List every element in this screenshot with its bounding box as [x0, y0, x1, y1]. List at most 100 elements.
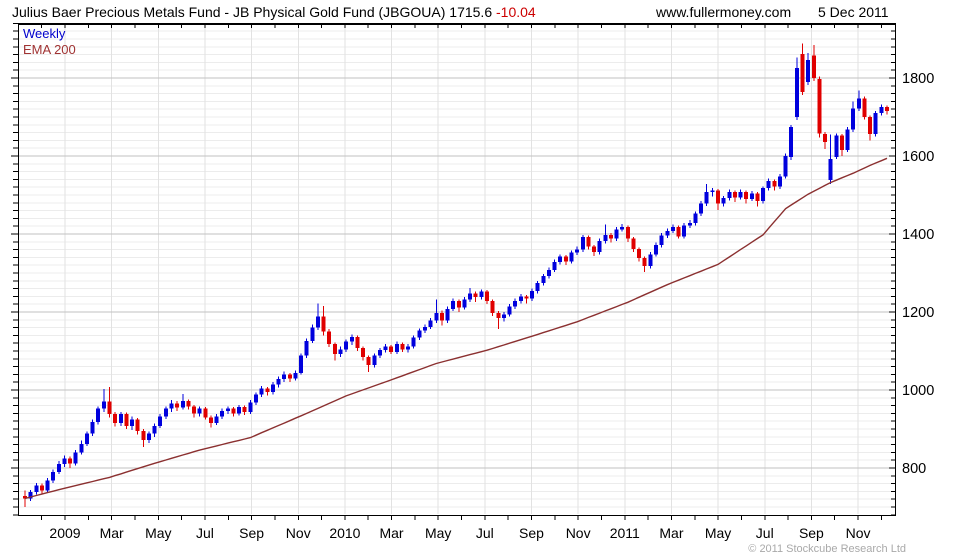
x-axis-tick-label: Nov [846, 525, 871, 541]
y-axis-tick-label: 1200 [902, 305, 934, 321]
candle [265, 386, 270, 396]
candle [197, 406, 202, 417]
candle [625, 225, 630, 242]
candle [744, 190, 749, 204]
candle [231, 407, 236, 417]
candle [366, 355, 371, 373]
candle [823, 131, 828, 149]
candle [806, 53, 811, 86]
candle [569, 250, 574, 264]
candle [839, 134, 844, 156]
candle [704, 184, 709, 206]
candle [169, 400, 174, 412]
candle [524, 294, 529, 304]
website-link[interactable]: www.fullermoney.com [656, 4, 792, 20]
candle [400, 342, 405, 352]
candle [783, 153, 788, 179]
candle [428, 318, 433, 330]
candle [670, 224, 675, 234]
candle [332, 342, 337, 361]
candle [693, 211, 698, 226]
candle [135, 418, 140, 435]
candle [411, 335, 416, 349]
candle [552, 259, 557, 273]
candle [23, 490, 27, 507]
candle [394, 341, 399, 355]
candle [152, 423, 157, 437]
candle [766, 178, 771, 191]
x-axis-tick-label: Mar [100, 525, 124, 541]
candle [608, 233, 613, 243]
x-axis-tick-label: Jul [476, 525, 494, 541]
candle [484, 290, 489, 305]
candle [715, 188, 720, 210]
candle [34, 482, 39, 495]
candle [828, 134, 833, 185]
y-axis-tick-label: 1800 [902, 71, 934, 87]
candle [338, 346, 343, 358]
candle [732, 190, 737, 203]
candle [541, 273, 546, 286]
candle [39, 483, 44, 494]
candle [90, 419, 95, 437]
candle [676, 225, 681, 239]
candle [862, 96, 867, 120]
candle [62, 455, 67, 468]
candle [377, 347, 382, 359]
candle [45, 478, 50, 493]
candle [490, 299, 495, 316]
candle [225, 406, 230, 415]
candle [558, 254, 563, 265]
candle [321, 306, 326, 336]
candle [518, 294, 523, 304]
candle [270, 382, 275, 395]
candle [175, 400, 180, 412]
candle [327, 329, 332, 348]
candle [682, 223, 687, 239]
candle [220, 408, 225, 419]
candle [237, 404, 242, 416]
candle [462, 297, 467, 310]
candle [310, 324, 315, 344]
x-axis-tick-label: Jul [756, 525, 774, 541]
x-axis-tick-label: 2010 [329, 525, 360, 541]
candle [146, 431, 151, 444]
candle [406, 343, 411, 353]
candle [761, 186, 766, 204]
candle [856, 90, 861, 111]
ema-line [24, 157, 888, 500]
candle [879, 104, 884, 116]
candle [721, 195, 726, 207]
x-axis-tick-label: Sep [239, 525, 264, 541]
chart-title: Julius Baer Precious Metals Fund - JB Ph… [12, 4, 536, 20]
y-axis-tick-label: 800 [902, 461, 926, 477]
candle [73, 450, 78, 466]
grid-layer [19, 24, 894, 514]
x-axis-tick-label: Sep [519, 525, 544, 541]
candle [586, 235, 591, 250]
candle [141, 429, 146, 447]
candle [417, 328, 422, 341]
candle [603, 224, 608, 244]
chart-frame [11, 22, 896, 520]
candle [208, 415, 213, 428]
candle [344, 339, 349, 352]
candle [293, 370, 298, 381]
candle [248, 400, 253, 415]
candle [299, 353, 304, 375]
x-axis-labels: 2009 Mar May Jul Sep Nov 2010 Mar May Jul Sep Nov 20… [49, 525, 870, 541]
candle [749, 191, 754, 202]
candle [873, 110, 878, 137]
candle [546, 267, 551, 279]
candle [101, 389, 106, 412]
y-axis-tick-label: 1000 [902, 383, 934, 399]
timeframe-label: Weekly [23, 26, 66, 41]
candle [389, 344, 394, 355]
candle [287, 372, 292, 383]
candle [851, 101, 856, 132]
candle [710, 187, 715, 197]
x-axis-tick-label: Nov [566, 525, 591, 541]
candle [772, 179, 777, 191]
candle [642, 256, 647, 273]
candle [468, 287, 473, 302]
